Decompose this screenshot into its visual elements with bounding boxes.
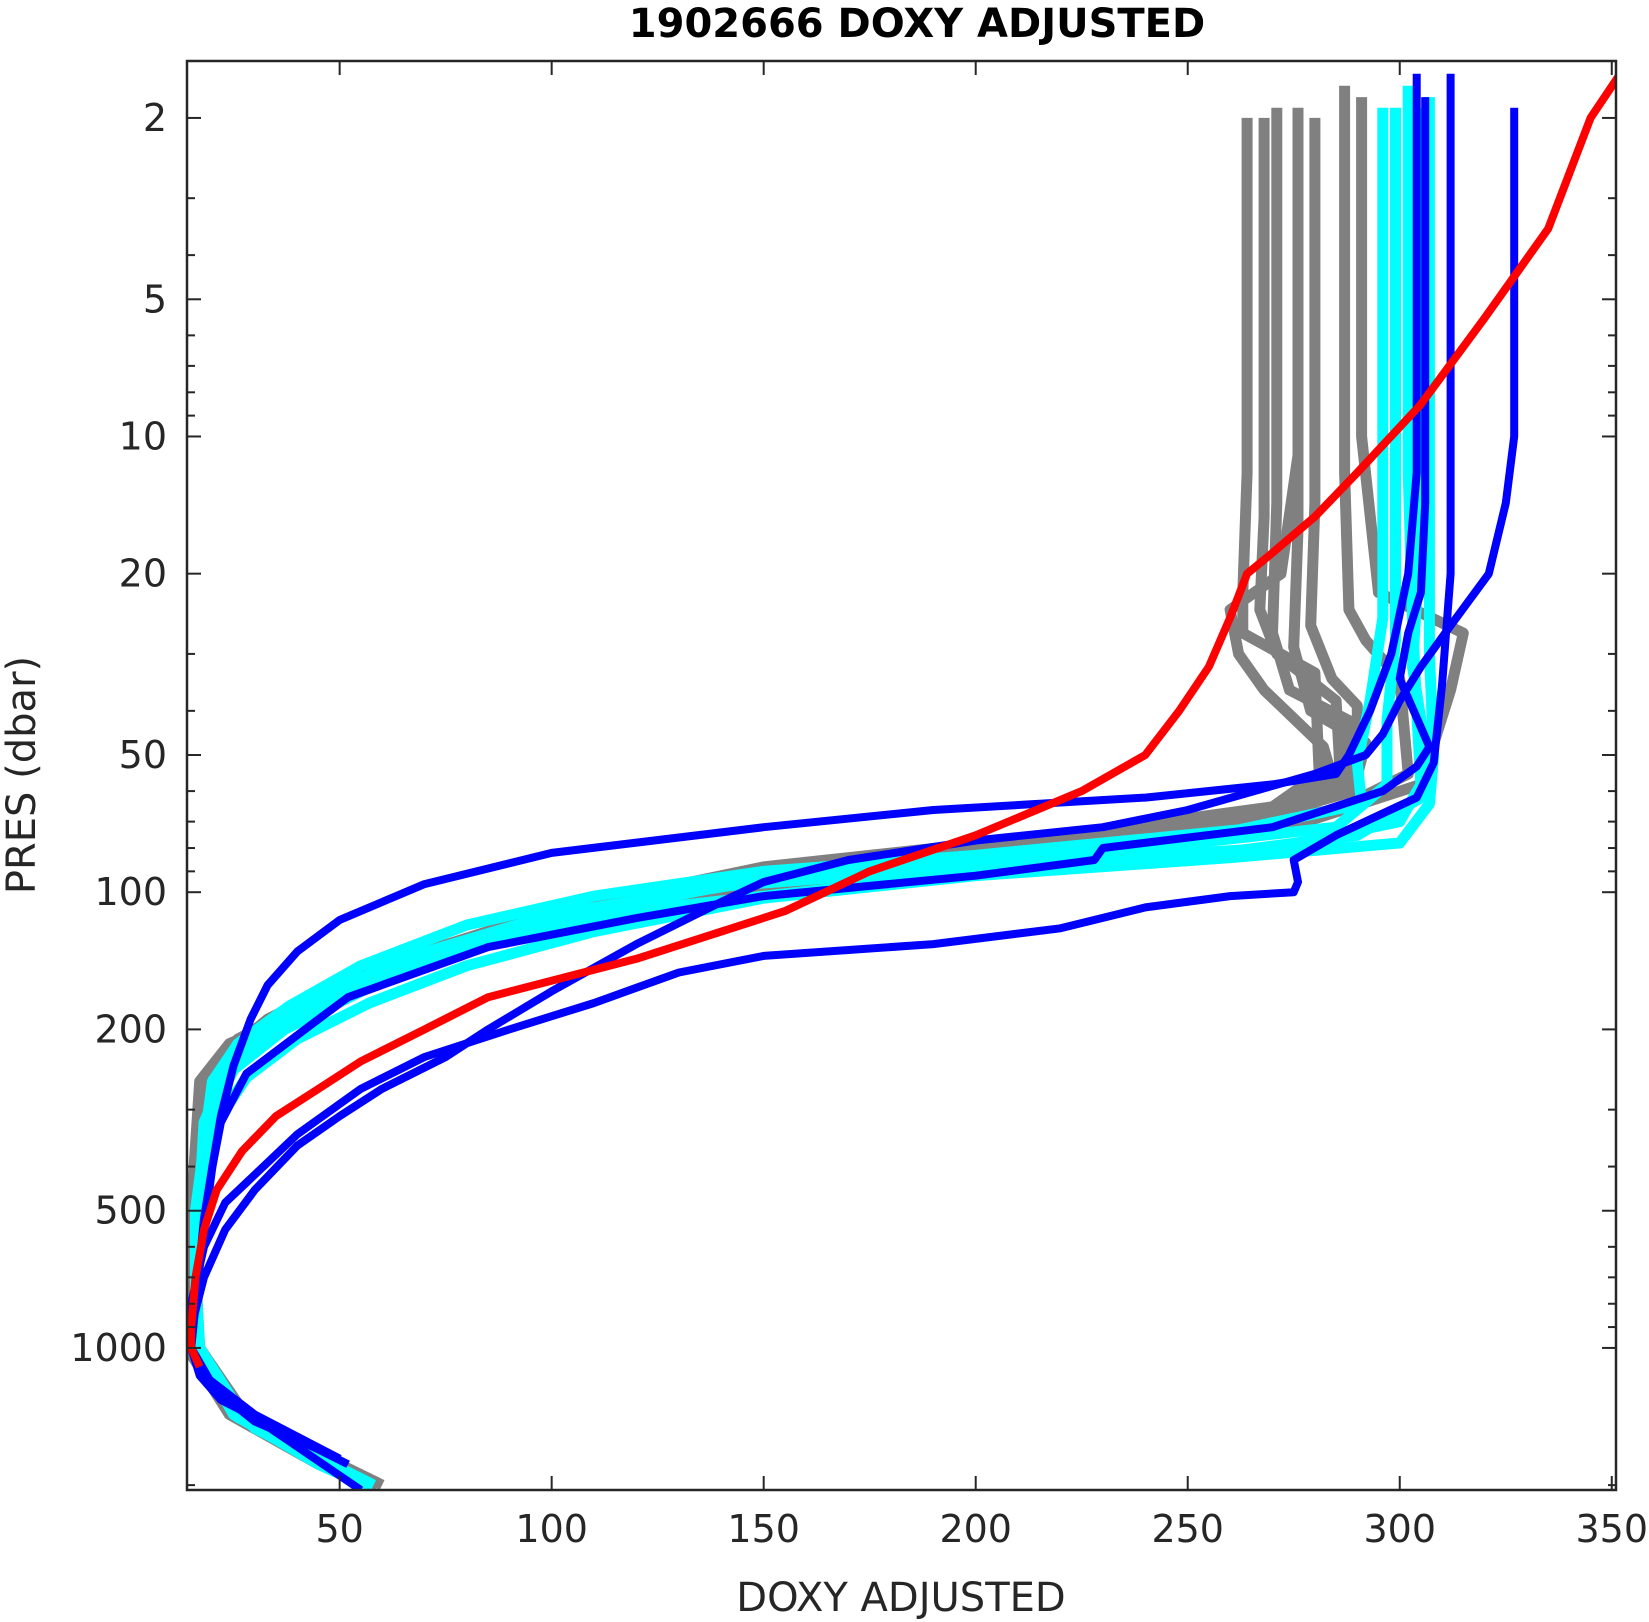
plot-frame bbox=[185, 59, 1618, 1492]
y-tick-label: 100 bbox=[94, 870, 167, 914]
series-line-blue-16 bbox=[187, 107, 1519, 1463]
x-axis-label: DOXY ADJUSTED bbox=[736, 1575, 1065, 1621]
x-axis: 50 100 150 200 250 300 350 bbox=[315, 61, 1648, 1551]
y-tick-label: 1000 bbox=[70, 1326, 167, 1370]
chart-title: 1902666 DOXY ADJUSTED bbox=[629, 1, 1205, 47]
y-tick-label: 500 bbox=[94, 1189, 167, 1233]
series-line-red-17 bbox=[187, 72, 1616, 1369]
y-tick-label: 200 bbox=[94, 1007, 167, 1051]
series-layer bbox=[187, 72, 1616, 1490]
x-tick-label: 250 bbox=[1151, 1507, 1224, 1551]
x-tick-label: 100 bbox=[515, 1507, 588, 1551]
x-tick-label: 50 bbox=[315, 1507, 363, 1551]
y-axis: 2 5 10 20 50 100 200 500 1000 bbox=[70, 96, 1616, 1487]
y-tick-label: 10 bbox=[119, 414, 167, 458]
x-tick-label: 200 bbox=[939, 1507, 1012, 1551]
x-tick-label: 350 bbox=[1575, 1507, 1648, 1551]
y-axis-label: PRES (dbar) bbox=[0, 656, 45, 894]
y-tick-label: 2 bbox=[143, 96, 167, 140]
x-tick-label: 150 bbox=[727, 1507, 800, 1551]
y-tick-label: 20 bbox=[119, 552, 167, 596]
y-tick-label: 5 bbox=[143, 277, 167, 321]
y-tick-label: 50 bbox=[119, 733, 167, 777]
x-tick-label: 300 bbox=[1363, 1507, 1436, 1551]
